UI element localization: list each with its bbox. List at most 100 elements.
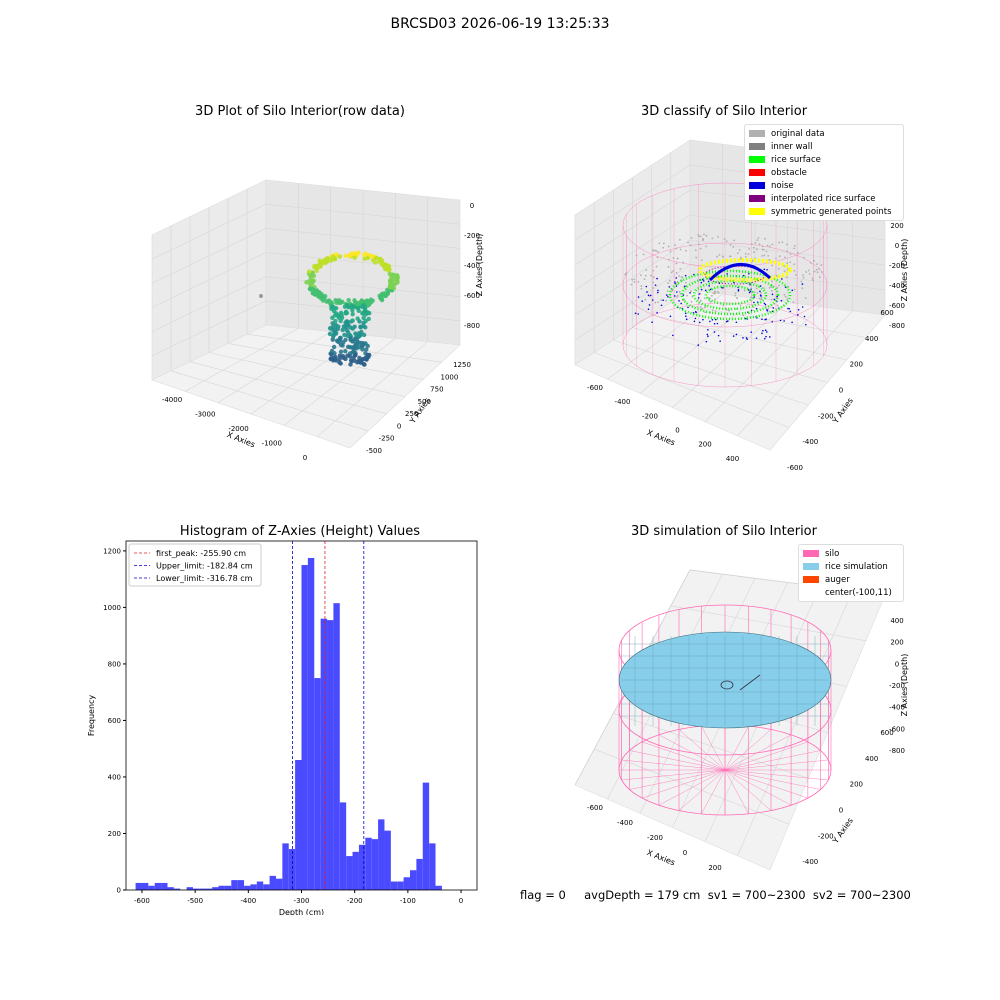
histogram-bar <box>429 843 436 890</box>
x-axis-label: Depth (cm) <box>279 908 324 915</box>
noise-point <box>647 294 650 297</box>
raw-point <box>317 290 322 296</box>
legend-swatch <box>803 563 819 570</box>
silo-spoke <box>724 741 808 771</box>
noise-point <box>791 321 793 324</box>
original-point <box>668 279 671 282</box>
original-point <box>635 254 638 257</box>
original-point <box>713 292 716 295</box>
classify-legend: original data inner wall rice surface obsta… <box>744 124 904 221</box>
original-point <box>813 259 816 262</box>
original-point <box>754 241 757 244</box>
y-tick-label: -400 <box>802 438 818 446</box>
histogram-bar <box>416 858 423 890</box>
x-tick-label: -400 <box>617 819 633 827</box>
x-tick-label: -600 <box>134 897 150 905</box>
original-point <box>705 245 707 248</box>
original-point <box>662 242 665 245</box>
noise-point <box>746 338 749 340</box>
y-tick-label: 500 <box>418 398 431 406</box>
rice-surface <box>668 269 792 321</box>
raw-point <box>333 354 338 360</box>
original-point <box>770 298 773 301</box>
histogram-bar <box>186 887 194 890</box>
noise-point <box>637 313 640 315</box>
original-point <box>669 250 672 253</box>
silo-spoke <box>629 750 726 771</box>
histogram-bar <box>378 819 385 890</box>
original-point <box>711 237 714 240</box>
original-point <box>703 297 706 300</box>
original-point <box>667 266 670 268</box>
original-point <box>771 280 773 283</box>
raw-point <box>345 344 351 350</box>
original-point <box>767 255 770 257</box>
original-point <box>740 256 742 259</box>
x-tick-label: -4000 <box>162 396 182 404</box>
histogram-bar <box>256 881 264 890</box>
raw-point <box>365 352 371 358</box>
raw-point <box>331 308 337 314</box>
legend-swatch <box>749 195 765 202</box>
original-point <box>807 269 810 272</box>
original-point <box>716 255 718 258</box>
noise-point <box>675 277 678 279</box>
raw-point <box>336 300 342 305</box>
original-point <box>821 271 823 273</box>
noise-point <box>763 268 766 271</box>
original-point <box>633 278 636 281</box>
noise-point <box>742 274 745 277</box>
original-point <box>735 307 738 310</box>
noise-point <box>675 285 678 287</box>
original-point <box>763 254 766 257</box>
original-point <box>793 269 796 272</box>
noise-point <box>702 318 704 321</box>
original-point <box>750 296 752 299</box>
x-tick-label: 0 <box>303 454 307 460</box>
original-point <box>734 292 737 295</box>
original-point <box>640 274 642 277</box>
original-point <box>699 292 702 295</box>
original-point <box>802 276 805 279</box>
noise-point <box>803 315 806 318</box>
x-tick-label: -400 <box>615 398 631 406</box>
original-point <box>717 235 719 238</box>
outlier-point <box>259 294 263 298</box>
raw-point <box>342 332 347 338</box>
original-point <box>652 281 654 284</box>
original-point <box>778 241 781 244</box>
raw-point <box>365 255 370 261</box>
raw-point <box>350 339 355 344</box>
noise-point <box>706 333 709 336</box>
original-point <box>786 250 789 253</box>
x-tick-label: -600 <box>587 384 603 392</box>
raw-point <box>356 305 361 310</box>
noise-point <box>698 321 701 324</box>
original-point <box>775 257 777 260</box>
z-tick-label: -800 <box>464 322 480 330</box>
noise-point <box>687 306 689 309</box>
raw-point <box>337 254 342 259</box>
noise-point <box>669 315 672 318</box>
y-tick-label: 400 <box>108 773 121 781</box>
noise-point <box>750 331 753 333</box>
x-tick-label: -500 <box>187 897 203 905</box>
original-point <box>689 244 692 247</box>
silo-spoke <box>724 734 792 771</box>
noise-point <box>742 337 744 339</box>
histogram-bar <box>339 802 347 890</box>
z-tick-label: 400 <box>890 617 903 625</box>
y-tick-label: 750 <box>430 386 443 394</box>
original-point <box>738 249 741 251</box>
original-point <box>760 292 762 294</box>
y-tick-label: 600 <box>880 729 893 737</box>
raw-point <box>341 324 347 329</box>
raw-point <box>331 358 336 363</box>
histogram-bar <box>365 837 372 890</box>
panel1-title: 3D Plot of Silo Interior(row data) <box>195 104 405 119</box>
silo-spoke <box>621 759 726 771</box>
raw-point <box>332 313 338 318</box>
original-point <box>676 294 679 297</box>
noise-point <box>698 293 701 295</box>
noise-point <box>791 289 794 292</box>
